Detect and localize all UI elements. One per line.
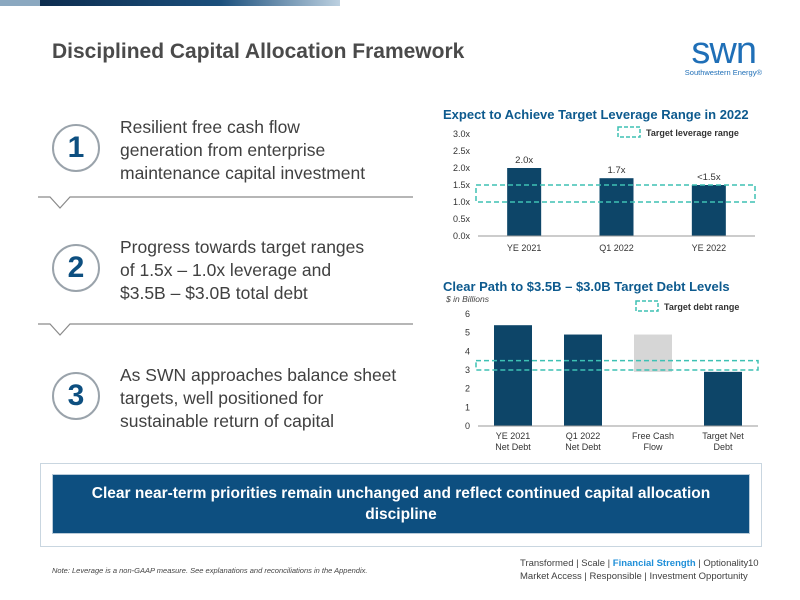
- point-3-line: As SWN approaches balance sheet: [120, 365, 397, 385]
- point-2-line: Progress towards target ranges: [120, 237, 365, 257]
- tagline-line-1: Transformed | Scale | Financial Strength…: [520, 558, 748, 569]
- y-tick-label: 2.0x: [453, 163, 471, 173]
- number-badge-2: 2: [52, 244, 100, 292]
- target-range-box: [475, 359, 759, 371]
- data-label: <1.5x: [697, 172, 721, 183]
- top-accent-bar: [0, 0, 800, 8]
- key-message-banner: Clear near-term priorities remain unchan…: [52, 474, 750, 534]
- legend-swatch: [617, 126, 641, 138]
- point-1-line: Resilient free cash flow: [120, 117, 300, 137]
- bar: [494, 325, 532, 426]
- y-tick-label: 2.5x: [453, 146, 471, 156]
- data-label: 2.0x: [515, 155, 533, 166]
- x-tick-label: Net Debt: [565, 442, 601, 452]
- y-tick-label: 1: [465, 402, 470, 412]
- divider-2: [38, 323, 413, 336]
- y-tick-label: 0: [465, 421, 470, 431]
- y-tick-label: 1.5x: [453, 180, 471, 190]
- number-badge-1: 1: [52, 124, 100, 172]
- bar: [704, 371, 742, 426]
- slide-title: Disciplined Capital Allocation Framework: [52, 40, 465, 63]
- x-tick-label: YE 2022: [692, 243, 727, 253]
- point-2-line: $3.5B – $3.0B total debt: [120, 283, 308, 303]
- point-3: 3 As SWN approaches balance sheet target…: [52, 364, 422, 434]
- x-tick-label: YE 2021: [496, 431, 531, 441]
- chart-2-subtitle: $ in Billions: [446, 294, 489, 304]
- swn-logo: swn Southwestern Energy®: [654, 30, 764, 82]
- divider-1: [38, 196, 413, 209]
- point-1: 1 Resilient free cash flow generation fr…: [52, 116, 422, 186]
- x-tick-label: Q1 2022: [566, 431, 601, 441]
- point-2: 2 Progress towards target ranges of 1.5x…: [52, 236, 422, 306]
- tagline-line-2: Market Access | Responsible | Investment…: [520, 571, 748, 582]
- y-tick-label: 3.0x: [453, 129, 471, 139]
- point-3-line: targets, well positioned for: [120, 388, 324, 408]
- y-tick-label: 4: [465, 346, 470, 356]
- legend-swatch: [635, 300, 659, 312]
- tagline-highlight: Financial Strength: [612, 558, 696, 569]
- footnote: Note: Leverage is a non-GAAP measure. Se…: [52, 566, 368, 575]
- y-tick-label: 1.0x: [453, 197, 471, 207]
- point-1-text: Resilient free cash flow generation from…: [120, 116, 365, 185]
- x-tick-label: Q1 2022: [599, 243, 634, 253]
- bar: [691, 185, 726, 236]
- chart-2-title: Clear Path to $3.5B – $3.0B Target Debt …: [443, 279, 730, 294]
- leverage-chart: 0.0x 0.5x 1.0x 1.5x 2.0x 2.5x 3.0x 2.0x YE 2021 1…: [453, 126, 756, 253]
- target-range-box: [475, 184, 756, 203]
- logo-subtitle: Southwestern Energy®: [684, 68, 762, 77]
- y-tick-label: 0.5x: [453, 214, 471, 224]
- x-tick-label: YE 2021: [507, 243, 542, 253]
- bar: [564, 334, 602, 426]
- data-label: 1.7x: [608, 165, 626, 176]
- logo-wordmark: swn: [691, 30, 757, 72]
- number-badge-3: 3: [52, 372, 100, 420]
- bar: [634, 334, 672, 372]
- page-number: 10: [748, 558, 759, 569]
- point-3-line: sustainable return of capital: [120, 411, 335, 431]
- point-3-text: As SWN approaches balance sheet targets,…: [120, 364, 396, 433]
- y-tick-label: 2: [465, 384, 470, 394]
- point-1-line: generation from enterprise: [120, 140, 326, 160]
- bar: [599, 178, 634, 236]
- y-tick-label: 0.0x: [453, 231, 471, 241]
- legend-label: Target debt range: [664, 302, 739, 312]
- x-tick-label: Debt: [713, 442, 733, 452]
- chart-1-title: Expect to Achieve Target Leverage Range …: [443, 107, 749, 122]
- y-tick-label: 5: [465, 328, 470, 338]
- legend-label: Target leverage range: [646, 128, 739, 138]
- x-tick-label: Net Debt: [495, 442, 531, 452]
- banner-frame: [40, 463, 762, 547]
- point-2-text: Progress towards target ranges of 1.5x –…: [120, 236, 364, 305]
- tagline-before: Transformed | Scale |: [520, 558, 613, 569]
- y-tick-label: 6: [465, 309, 470, 319]
- x-tick-label: Flow: [643, 442, 663, 452]
- point-1-line: maintenance capital investment: [120, 163, 366, 183]
- point-2-line: of 1.5x – 1.0x leverage and: [120, 260, 332, 280]
- x-tick-label: Free Cash: [632, 431, 674, 441]
- x-tick-label: Target Net: [702, 431, 744, 441]
- tagline-after: | Optionality: [695, 558, 749, 569]
- y-tick-label: 3: [465, 365, 470, 375]
